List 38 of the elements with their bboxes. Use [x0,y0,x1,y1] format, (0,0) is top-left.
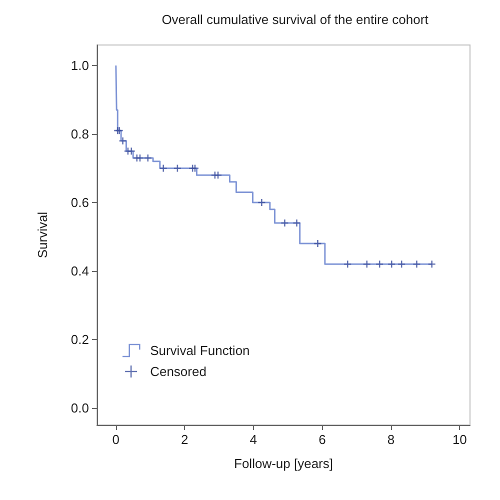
point [292,218,301,228]
chart-title: Overall cumulative survival of the entire cohort [162,12,429,27]
point [343,260,352,268]
point [159,164,168,172]
point [136,154,144,162]
point [280,218,289,228]
point [387,260,396,268]
x-axis-title: Follow-up [years] [234,456,333,471]
y-tick-label: 0.2 [70,332,89,347]
x-tick-label: 8 [387,432,395,447]
point [397,260,406,268]
point [144,154,152,162]
point [115,126,124,135]
legend-label: Survival Function [150,343,250,358]
x-tick-label: 0 [112,432,120,447]
point [113,126,122,135]
y-tick-label: 0.8 [70,126,89,142]
y-tick-label: 0.0 [70,400,89,416]
y-tick-label: 0.6 [70,194,89,210]
x-tick-label: 10 [452,432,467,447]
point [173,164,182,172]
y-axis-title: Survival [35,212,50,258]
point [214,170,222,180]
x-tick-label: 4 [250,432,258,447]
point [314,239,322,248]
point [362,260,372,268]
point [412,260,421,268]
point [428,260,436,268]
x-tick-label: 6 [318,432,326,447]
y-tick-label: 1.0 [70,58,89,74]
point [258,198,266,207]
point [118,136,127,146]
legend-label: Censored [150,364,206,379]
point [127,146,136,156]
point [375,260,384,268]
x-tick-label: 2 [181,432,188,447]
y-tick-label: 0.4 [70,263,89,278]
point [190,164,200,172]
